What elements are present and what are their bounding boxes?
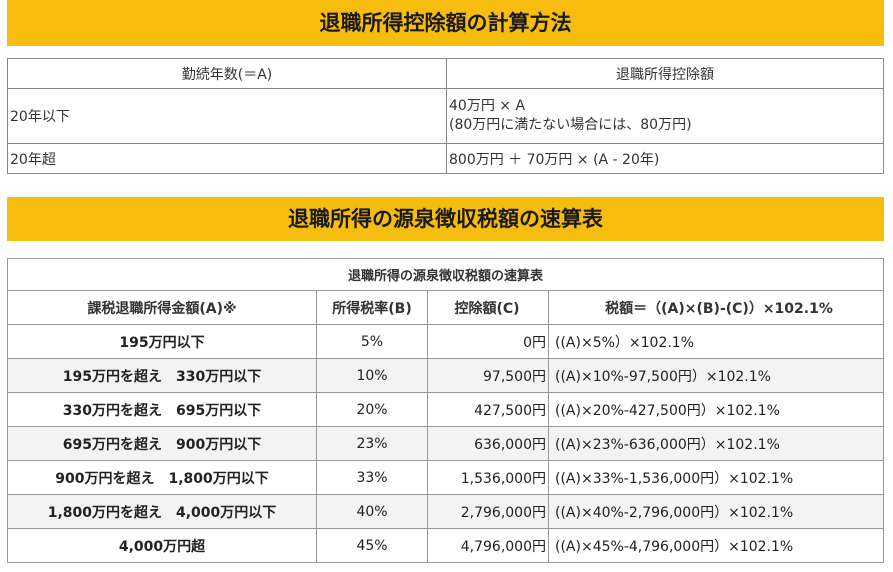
tax-formula-cell: ((A)×23%-636,000円）×102.1%	[548, 426, 884, 461]
col-header-deduction: 退職所得控除額	[446, 58, 884, 89]
years-cell: 20年超	[7, 143, 447, 174]
deduction-cell: 40万円 × A (80万円に満たない場合には、80万円)	[446, 88, 884, 144]
tax-formula-cell: ((A)×20%-427,500円）×102.1%	[548, 392, 884, 427]
deduction-cell: 427,500円	[427, 392, 549, 427]
table-row: 1,800万円を超え 4,000万円以下 40% 2,796,000円 ((A)…	[7, 494, 884, 529]
col-header-rate: 所得税率(B)	[316, 290, 428, 325]
table-caption-row: 退職所得の源泉徴収税額の速算表	[7, 258, 884, 291]
tax-formula-cell: ((A)×40%-2,796,000円）×102.1%	[548, 494, 884, 529]
rate-cell: 40%	[316, 494, 428, 529]
table-header-row: 勤続年数(＝A) 退職所得控除額	[7, 58, 884, 89]
rate-cell: 5%	[316, 324, 428, 359]
amount-cell: 900万円を超え 1,800万円以下	[7, 460, 317, 495]
table-row: 195万円以下 5% 0円 ((A)×5%）×102.1%	[7, 324, 884, 359]
deduction-cell: 0円	[427, 324, 549, 359]
deduction-cell: 4,796,000円	[427, 528, 549, 563]
rate-cell: 33%	[316, 460, 428, 495]
table-row: 195万円を超え 330万円以下 10% 97,500円 ((A)×10%-97…	[7, 358, 884, 393]
rate-cell: 20%	[316, 392, 428, 427]
amount-cell: 1,800万円を超え 4,000万円以下	[7, 494, 317, 529]
amount-cell: 330万円を超え 695万円以下	[7, 392, 317, 427]
deduction-cell: 97,500円	[427, 358, 549, 393]
col-header-years: 勤続年数(＝A)	[7, 58, 447, 89]
amount-cell: 4,000万円超	[7, 528, 317, 563]
table-row: 20年以下 40万円 × A (80万円に満たない場合には、80万円)	[7, 88, 884, 144]
deduction-line: 40万円 × A	[449, 98, 526, 114]
table-row: 4,000万円超 45% 4,796,000円 ((A)×45%-4,796,0…	[7, 528, 884, 563]
rate-cell: 23%	[316, 426, 428, 461]
section2-title: 退職所得の源泉徴収税額の速算表	[7, 197, 884, 241]
withholding-tax-table: 退職所得の源泉徴収税額の速算表 課税退職所得金額(A)※ 所得税率(B) 控除額…	[7, 258, 884, 563]
deduction-cell: 2,796,000円	[427, 494, 549, 529]
col-header-tax: 税額＝（(A)×(B)-(C)）×102.1%	[548, 290, 884, 325]
table-row: 695万円を超え 900万円以下 23% 636,000円 ((A)×23%-6…	[7, 426, 884, 461]
table-row: 330万円を超え 695万円以下 20% 427,500円 ((A)×20%-4…	[7, 392, 884, 427]
retirement-deduction-table: 勤続年数(＝A) 退職所得控除額 20年以下 40万円 × A (80万円に満た…	[7, 58, 884, 174]
table-row: 20年超 800万円 ＋ 70万円 × (A - 20年)	[7, 143, 884, 174]
amount-cell: 195万円以下	[7, 324, 317, 359]
col-header-deduction: 控除額(C)	[427, 290, 549, 325]
section1-title: 退職所得控除額の計算方法	[7, 0, 884, 46]
tax-formula-cell: ((A)×5%）×102.1%	[548, 324, 884, 359]
amount-cell: 195万円を超え 330万円以下	[7, 358, 317, 393]
deduction-cell: 800万円 ＋ 70万円 × (A - 20年)	[446, 143, 884, 174]
years-cell: 20年以下	[7, 88, 447, 144]
deduction-cell: 636,000円	[427, 426, 549, 461]
amount-cell: 695万円を超え 900万円以下	[7, 426, 317, 461]
rate-cell: 45%	[316, 528, 428, 563]
deduction-note: (80万円に満たない場合には、80万円)	[449, 117, 692, 133]
rate-cell: 10%	[316, 358, 428, 393]
deduction-cell: 1,536,000円	[427, 460, 549, 495]
tax-formula-cell: ((A)×33%-1,536,000円）×102.1%	[548, 460, 884, 495]
col-header-amount: 課税退職所得金額(A)※	[7, 290, 317, 325]
tax-formula-cell: ((A)×10%-97,500円）×102.1%	[548, 358, 884, 393]
table-header-row: 課税退職所得金額(A)※ 所得税率(B) 控除額(C) 税額＝（(A)×(B)-…	[7, 290, 884, 325]
table-row: 900万円を超え 1,800万円以下 33% 1,536,000円 ((A)×3…	[7, 460, 884, 495]
table-caption: 退職所得の源泉徴収税額の速算表	[7, 258, 884, 291]
tax-formula-cell: ((A)×45%-4,796,000円）×102.1%	[548, 528, 884, 563]
